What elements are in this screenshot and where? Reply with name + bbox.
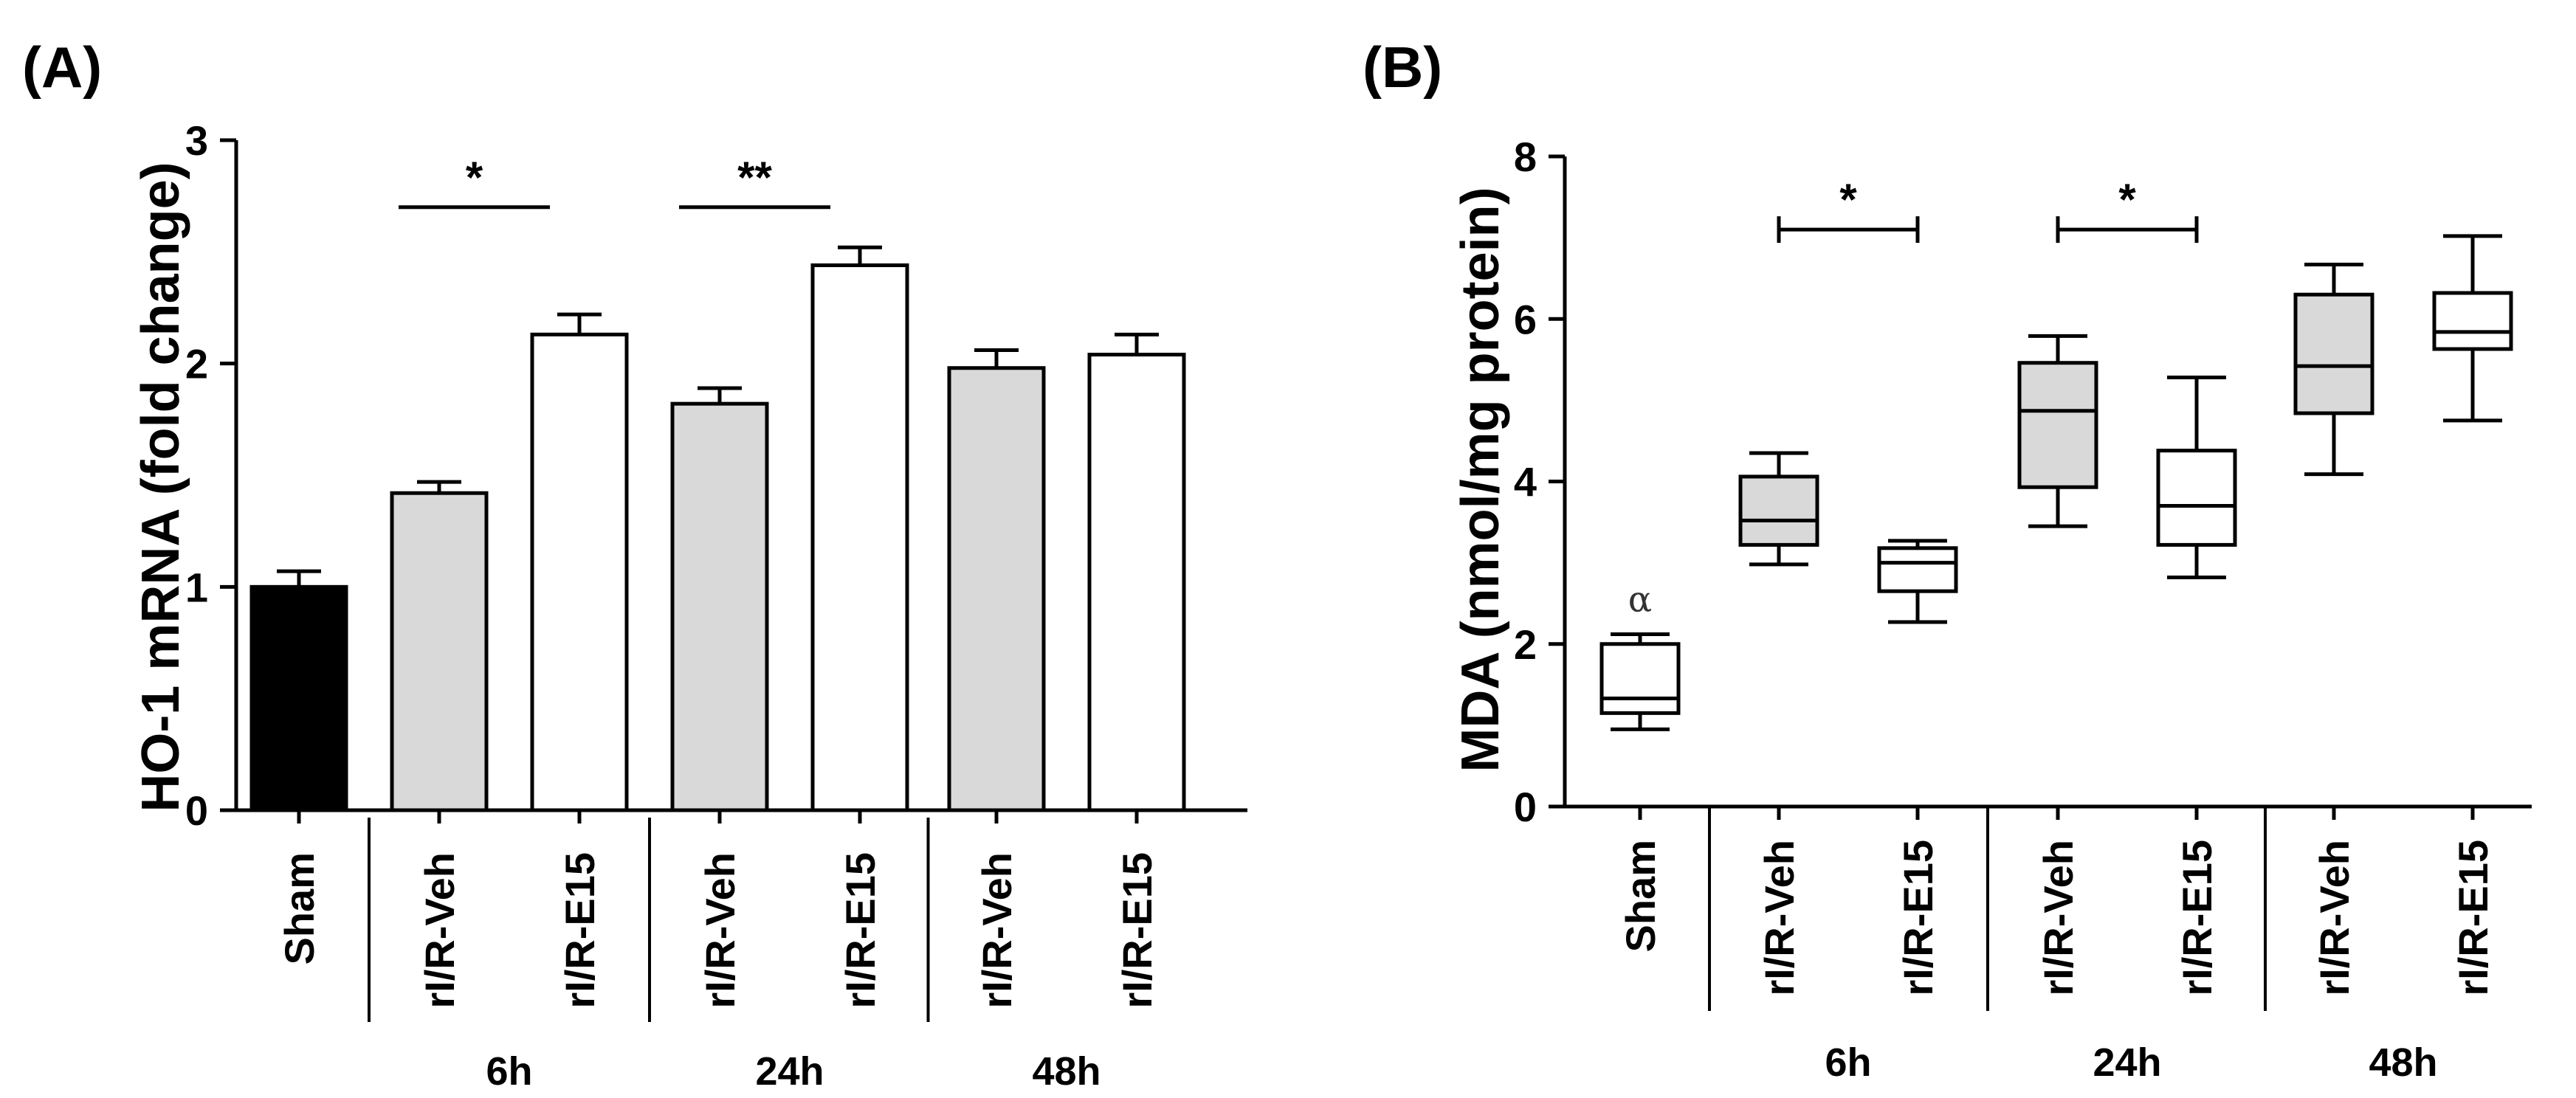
- box: [1877, 546, 1958, 593]
- category-label: rI/R-Veh: [697, 852, 743, 1009]
- box: [1738, 474, 1819, 547]
- panel-a-y-tick-label: 0: [185, 787, 208, 834]
- panel-b-y-tick-label: 0: [1514, 784, 1537, 830]
- bar: [530, 332, 629, 812]
- category-label: rI/R-Veh: [416, 852, 463, 1009]
- group-label: 24h: [2093, 1040, 2161, 1085]
- group-label: 6h: [486, 1049, 532, 1094]
- category-label: rI/R-E15: [557, 852, 603, 1009]
- significance-label: *: [2118, 175, 2136, 224]
- bar: [947, 366, 1046, 812]
- panel-a-y-tick-label: 3: [185, 117, 208, 164]
- alpha-annotation: α: [1628, 579, 1652, 621]
- panel-b-y-tick-label: 4: [1514, 459, 1537, 505]
- category-label: rI/R-Veh: [974, 852, 1020, 1009]
- panel-b-y-tick-label: 6: [1514, 296, 1537, 342]
- panel-b: (B) MDA (nmol/mg protein) 0 2 4 6 8 Sham rI/R-…: [1363, 35, 2532, 1085]
- box: [2293, 292, 2374, 415]
- category-label: rI/R-Veh: [2035, 840, 2081, 996]
- panel-b-y-axis-title: MDA (nmol/mg protein): [1451, 187, 1510, 772]
- box: [1599, 642, 1681, 715]
- significance-label: *: [466, 153, 483, 202]
- panel-b-y-tick-label: 2: [1514, 621, 1537, 668]
- category-label: rI/R-Veh: [1756, 840, 1802, 996]
- box: [2432, 291, 2513, 351]
- panel-a: (A) HO-1 mRNA (fold change) 0 1 2 3 Sham rI/R…: [22, 35, 1247, 1094]
- bar: [810, 263, 909, 812]
- panel-a-y-tick-label: 1: [185, 564, 208, 610]
- group-label: 48h: [2369, 1040, 2437, 1085]
- category-label: rI/R-E15: [837, 852, 884, 1009]
- bar: [390, 491, 489, 812]
- group-label: 6h: [1825, 1040, 1871, 1085]
- category-label: Sham: [1617, 840, 1664, 953]
- category-label: rI/R-E15: [2450, 840, 2496, 996]
- category-label: rI/R-Veh: [2311, 840, 2358, 996]
- box: [2017, 361, 2098, 489]
- panel-a-y-tick-label: 2: [185, 341, 208, 387]
- category-label: rI/R-E15: [2174, 840, 2220, 996]
- panel-b-y-tick-label: 8: [1514, 134, 1537, 180]
- bar: [670, 401, 769, 812]
- panel-b-letter: (B): [1363, 35, 1442, 100]
- bar: [1087, 353, 1186, 812]
- category-label: Sham: [276, 852, 323, 965]
- bar: [249, 584, 348, 812]
- category-label: rI/R-E15: [1114, 852, 1160, 1009]
- group-label: 48h: [1032, 1049, 1101, 1094]
- significance-label: *: [1839, 175, 1857, 224]
- panel-a-letter: (A): [22, 35, 102, 100]
- panel-a-y-axis-title: HO-1 mRNA (fold change): [131, 162, 190, 812]
- group-label: 24h: [755, 1049, 824, 1094]
- category-label: rI/R-E15: [1895, 840, 1941, 996]
- box: [2156, 449, 2237, 547]
- significance-label: **: [737, 153, 772, 202]
